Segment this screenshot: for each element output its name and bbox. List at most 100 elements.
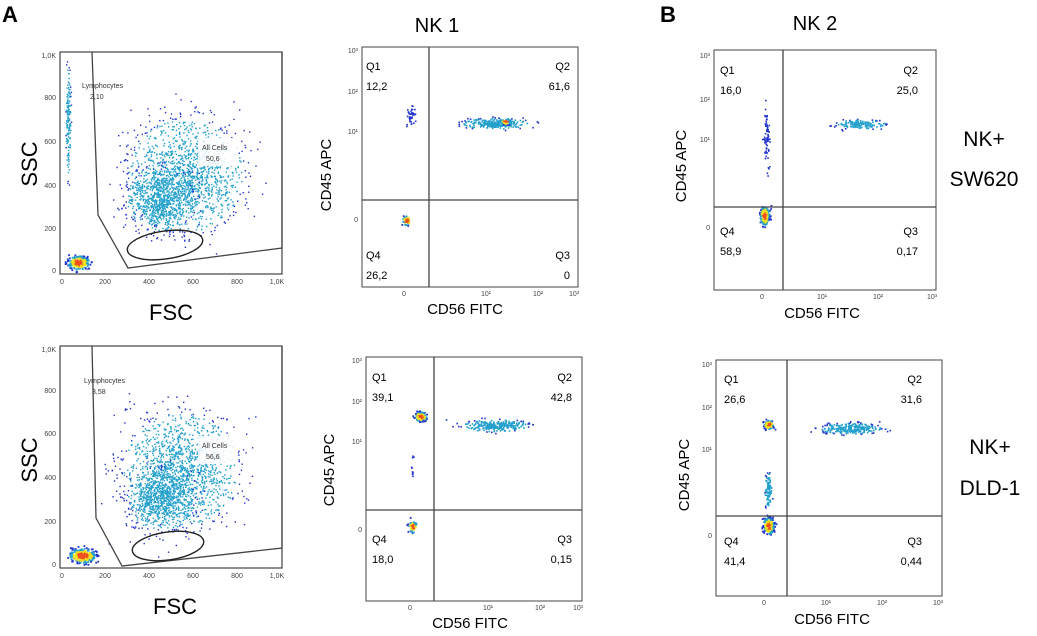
event-dot xyxy=(151,227,154,229)
event-dot xyxy=(173,507,175,509)
event-dot xyxy=(142,519,144,521)
event-dot xyxy=(167,186,169,188)
event-dot xyxy=(179,451,181,453)
event-dot xyxy=(174,170,176,173)
event-dot xyxy=(157,505,159,508)
event-dot xyxy=(131,203,133,205)
event-dot xyxy=(67,259,70,262)
event-dot xyxy=(159,108,162,110)
event-dot xyxy=(215,129,217,132)
event-dot xyxy=(156,188,158,190)
event-dot xyxy=(168,486,171,488)
event-dot xyxy=(153,527,155,529)
event-dot xyxy=(66,121,68,123)
event-dot xyxy=(143,181,145,183)
event-dot xyxy=(143,212,145,215)
event-dot xyxy=(137,205,139,207)
event-dot xyxy=(202,470,205,472)
event-dot xyxy=(126,408,128,411)
event-dot xyxy=(127,167,129,169)
event-dot xyxy=(165,182,167,184)
event-dot xyxy=(158,434,160,436)
event-dot xyxy=(179,185,182,187)
event-dot xyxy=(184,121,186,124)
event-dot xyxy=(196,177,198,179)
event-dot xyxy=(214,180,217,183)
event-dot xyxy=(162,490,164,492)
event-dot xyxy=(146,135,149,137)
event-dot xyxy=(184,448,187,450)
event-dot xyxy=(163,129,165,132)
event-dot xyxy=(147,203,150,206)
event-dot xyxy=(172,138,174,140)
event-dot xyxy=(202,434,204,437)
event-dot xyxy=(204,472,206,474)
event-dot xyxy=(143,206,146,208)
event-dot xyxy=(182,199,185,201)
event-dot xyxy=(160,504,163,507)
event-dot xyxy=(221,205,224,207)
event-dot xyxy=(157,182,159,184)
event-dot xyxy=(181,201,183,204)
event-dot xyxy=(199,504,202,506)
event-dot xyxy=(74,261,77,263)
event-dot xyxy=(178,166,180,169)
event-dot xyxy=(168,432,170,435)
event-dot xyxy=(162,495,164,498)
event-dot xyxy=(84,261,86,264)
event-dot xyxy=(158,472,161,474)
event-dot xyxy=(177,425,179,427)
event-dot xyxy=(191,503,193,505)
event-dot xyxy=(148,430,151,432)
event-dot xyxy=(203,418,205,420)
event-dot xyxy=(203,414,206,416)
event-dot xyxy=(159,214,162,216)
event-dot xyxy=(168,145,170,148)
event-dot xyxy=(75,262,78,264)
event-dot xyxy=(214,175,216,177)
event-dot xyxy=(162,506,164,509)
event-dot xyxy=(88,556,91,559)
event-dot xyxy=(146,456,148,458)
event-dot xyxy=(158,473,160,475)
column-title-nk2: NK 2 xyxy=(793,13,837,35)
event-dot xyxy=(186,126,188,128)
event-dot xyxy=(182,171,185,174)
event-dot xyxy=(189,457,191,460)
event-dot xyxy=(82,255,85,258)
event-dot xyxy=(183,513,186,516)
event-dot xyxy=(158,188,160,190)
event-dot xyxy=(192,133,194,135)
event-dot xyxy=(179,168,181,171)
event-dot xyxy=(241,180,243,183)
event-dot xyxy=(167,168,169,171)
event-dot xyxy=(67,104,70,107)
event-dot xyxy=(198,211,200,214)
x-tick: 600 xyxy=(187,573,199,580)
event-dot xyxy=(168,171,170,173)
event-dot xyxy=(169,489,171,491)
event-dot xyxy=(159,538,161,540)
event-dot xyxy=(143,174,145,177)
event-dot xyxy=(216,472,219,474)
event-dot xyxy=(229,497,232,499)
event-dot xyxy=(76,556,79,559)
event-dot xyxy=(173,456,175,458)
event-dot xyxy=(210,480,213,483)
event-dot xyxy=(189,207,192,210)
event-dot xyxy=(186,185,188,187)
event-dot xyxy=(73,266,76,269)
event-dot xyxy=(191,186,193,188)
event-dot xyxy=(169,172,171,174)
event-dot xyxy=(206,480,208,482)
event-dot xyxy=(147,173,149,175)
event-dot xyxy=(179,520,181,523)
event-dot xyxy=(210,195,213,197)
event-dot xyxy=(191,452,194,454)
event-dot xyxy=(239,160,241,162)
event-dot xyxy=(133,149,136,151)
event-dot xyxy=(201,177,203,179)
event-dot xyxy=(167,197,169,200)
event-dot xyxy=(169,187,171,190)
event-dot xyxy=(69,84,71,86)
